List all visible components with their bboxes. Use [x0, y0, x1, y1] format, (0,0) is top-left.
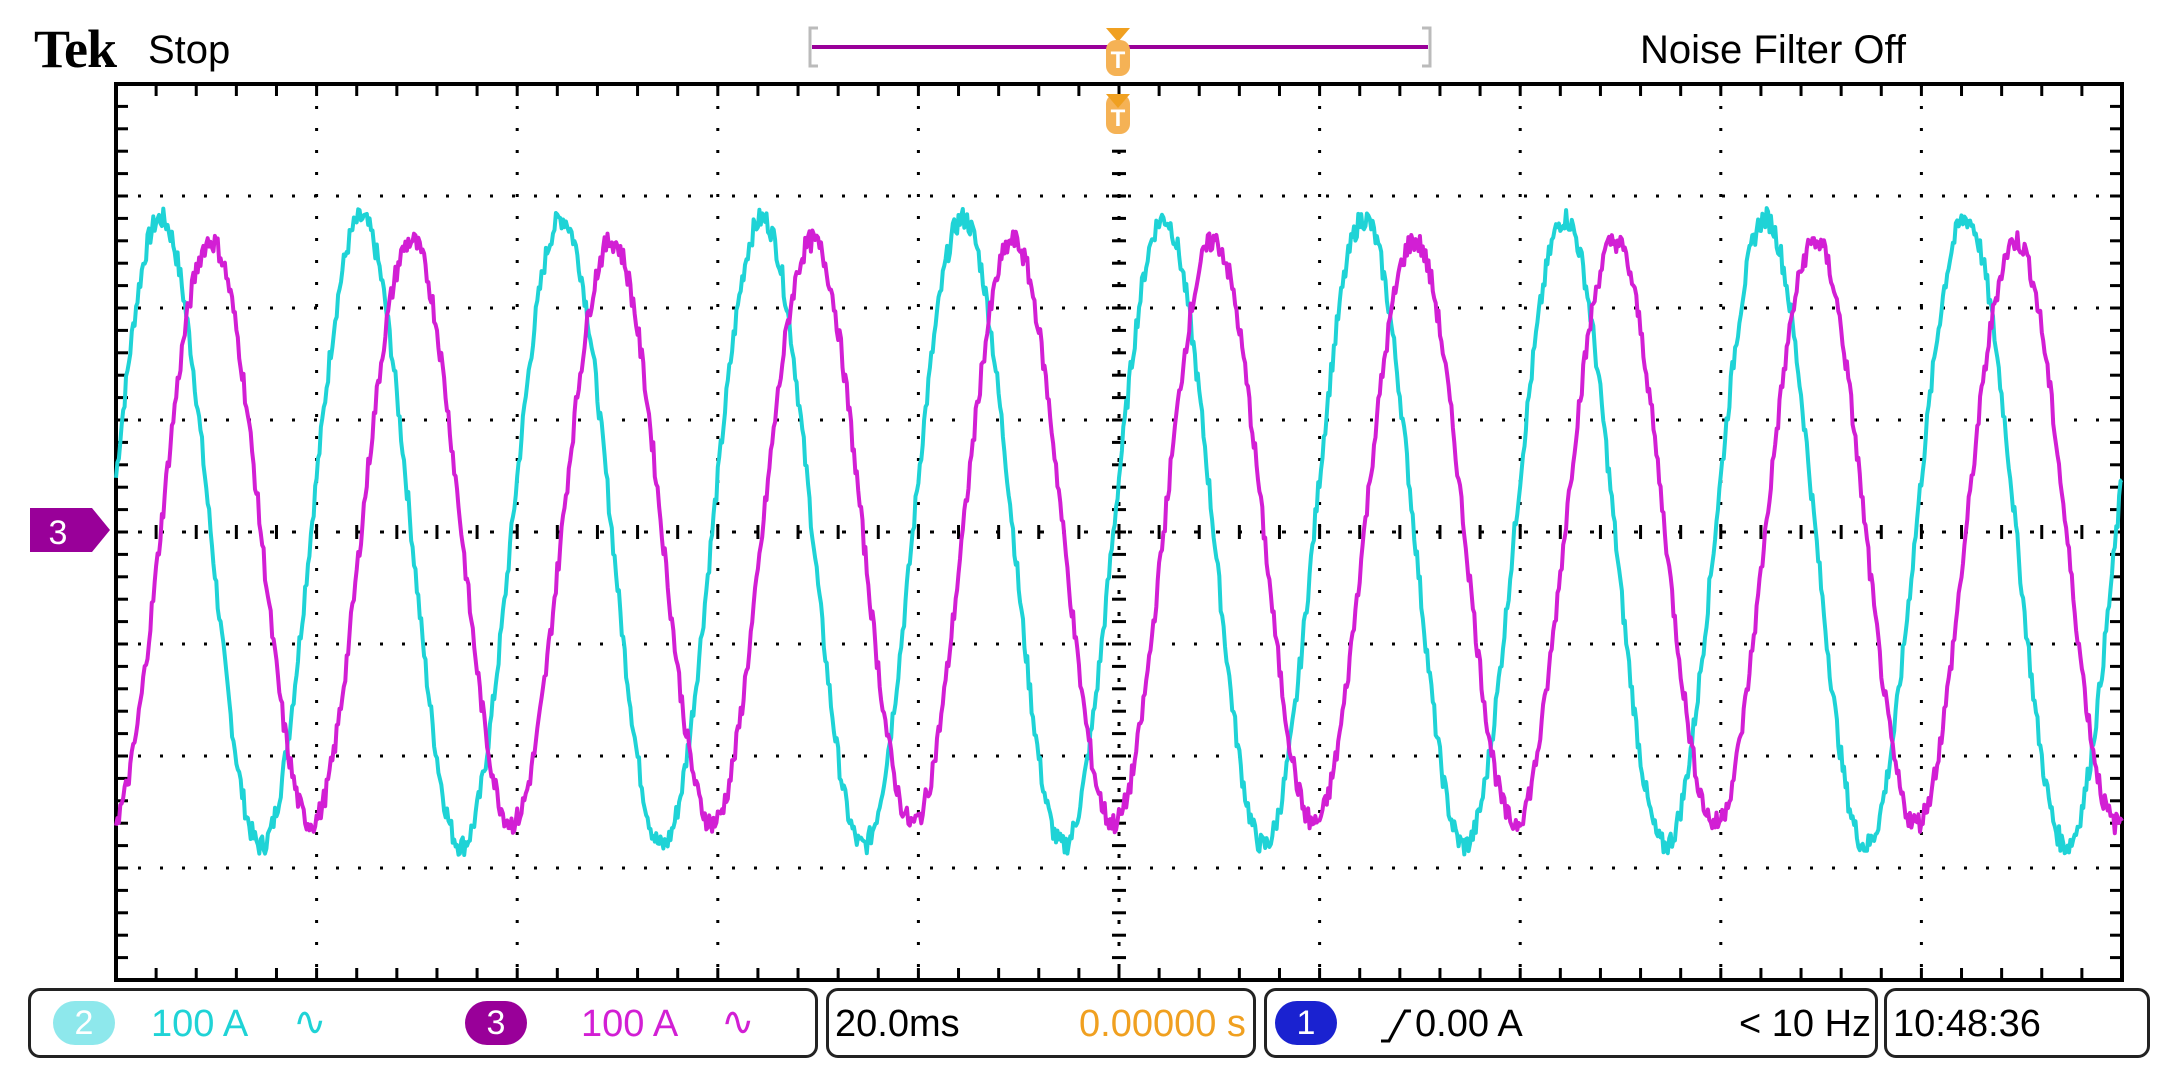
- trigger-source-badge[interactable]: 1: [1275, 1001, 1337, 1045]
- time-per-division: 20.0ms: [835, 1003, 960, 1045]
- top-status-bar: Tek Stop T Noise Filter Off: [0, 0, 2179, 80]
- trigger-frequency: < 10 Hz: [1739, 1003, 1872, 1045]
- ac-coupling-icon: ∿: [721, 1000, 755, 1044]
- record-position-bar[interactable]: T: [0, 0, 2179, 80]
- trigger-position-icon[interactable]: T: [1106, 28, 1130, 76]
- rising-edge-icon: [1381, 1009, 1411, 1043]
- svg-text:T: T: [1111, 105, 1126, 132]
- svg-text:T: T: [1111, 47, 1126, 74]
- channel-settings-panel[interactable]: 2 100 A ∿ 3 100 A ∿: [28, 988, 818, 1058]
- ac-coupling-icon: ∿: [293, 1000, 327, 1044]
- acquisition-state: Stop: [148, 28, 231, 72]
- ch2-scale: 100 A: [151, 1003, 249, 1045]
- ch3-scale: 100 A: [581, 1003, 679, 1045]
- brand-logo: Tek: [34, 19, 117, 79]
- noise-filter-status: Noise Filter Off: [1640, 28, 1906, 72]
- trigger-level: 0.00 A: [1415, 1003, 1523, 1045]
- clock-panel: 10:48:36: [1884, 988, 2150, 1058]
- graticule: [114, 82, 2124, 982]
- bottom-status-bar: 2 100 A ∿ 3 100 A ∿ 20.0ms 0.00000 s 1 0…: [0, 984, 2179, 1072]
- waveform-display[interactable]: T 3: [0, 0, 2179, 984]
- ch2-badge[interactable]: 2: [53, 1001, 115, 1045]
- timebase-panel[interactable]: 20.0ms 0.00000 s: [826, 988, 1256, 1058]
- traces: [114, 206, 2124, 857]
- clock-time: 10:48:36: [1893, 1003, 2041, 1045]
- trigger-marker-icon: T: [1106, 94, 1130, 134]
- trace-channel-3: [114, 228, 2124, 836]
- trace-channel-2: [114, 206, 2124, 857]
- trigger-panel[interactable]: 1 0.00 A < 10 Hz: [1264, 988, 1878, 1058]
- ch3-ground-marker[interactable]: 3: [30, 508, 110, 552]
- ch3-badge[interactable]: 3: [465, 1001, 527, 1045]
- horizontal-position: 0.00000 s: [1079, 1003, 1246, 1045]
- ch3-marker-label: 3: [49, 514, 68, 552]
